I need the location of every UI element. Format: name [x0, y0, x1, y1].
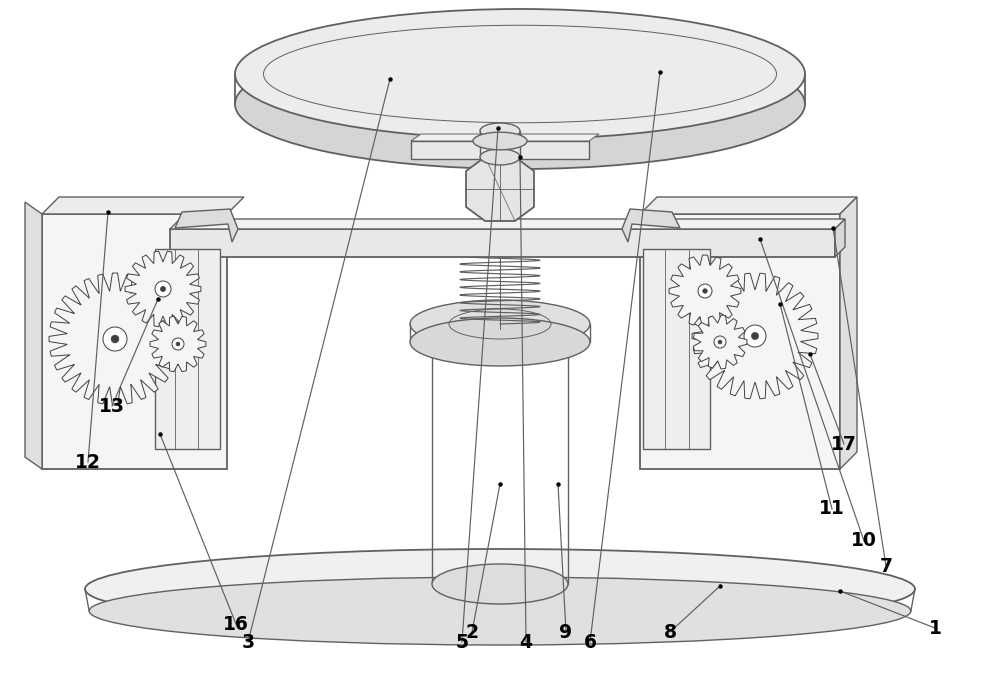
Circle shape [698, 284, 712, 298]
Ellipse shape [473, 132, 527, 150]
Ellipse shape [432, 314, 568, 354]
Text: 10: 10 [851, 531, 877, 551]
Circle shape [160, 287, 166, 291]
Polygon shape [840, 197, 857, 469]
Circle shape [176, 342, 180, 346]
Polygon shape [693, 315, 747, 369]
Bar [170, 229, 835, 257]
Text: 17: 17 [831, 434, 857, 453]
Polygon shape [150, 316, 206, 371]
Polygon shape [25, 202, 42, 469]
Circle shape [155, 281, 171, 297]
Text: 12: 12 [75, 453, 101, 471]
Ellipse shape [432, 564, 568, 604]
Ellipse shape [85, 549, 915, 629]
Bar [643, 249, 710, 449]
Polygon shape [669, 255, 741, 327]
Circle shape [718, 340, 722, 344]
Text: 8: 8 [664, 622, 676, 642]
Ellipse shape [235, 9, 805, 139]
Text: 11: 11 [819, 499, 845, 518]
Ellipse shape [89, 577, 911, 645]
Ellipse shape [410, 318, 590, 366]
Polygon shape [411, 134, 599, 141]
Polygon shape [485, 149, 527, 157]
Circle shape [703, 289, 707, 293]
Polygon shape [835, 219, 845, 257]
Text: 4: 4 [520, 633, 532, 651]
Bar [640, 214, 840, 469]
Polygon shape [411, 141, 589, 159]
Circle shape [111, 335, 119, 343]
Bar [155, 249, 220, 449]
Text: 1: 1 [929, 618, 941, 637]
Text: 6: 6 [584, 633, 596, 651]
Text: 9: 9 [559, 622, 573, 642]
Text: 13: 13 [99, 397, 125, 415]
Text: 3: 3 [241, 633, 255, 651]
Ellipse shape [410, 300, 590, 348]
Polygon shape [692, 273, 818, 399]
Ellipse shape [480, 123, 520, 139]
Circle shape [172, 338, 184, 350]
Polygon shape [49, 273, 181, 405]
Text: 2: 2 [466, 622, 479, 642]
Circle shape [751, 332, 759, 339]
Text: 16: 16 [223, 614, 249, 633]
Bar [42, 214, 227, 469]
Circle shape [103, 327, 127, 351]
Ellipse shape [235, 39, 805, 169]
Text: 5: 5 [456, 633, 468, 651]
Circle shape [714, 336, 726, 348]
Polygon shape [170, 219, 845, 229]
Ellipse shape [480, 149, 520, 165]
Polygon shape [640, 197, 857, 214]
Polygon shape [42, 197, 244, 214]
Text: 7: 7 [880, 557, 893, 575]
Polygon shape [466, 157, 534, 221]
Polygon shape [125, 251, 201, 327]
Polygon shape [175, 209, 238, 242]
Polygon shape [622, 209, 680, 242]
Circle shape [744, 325, 766, 347]
